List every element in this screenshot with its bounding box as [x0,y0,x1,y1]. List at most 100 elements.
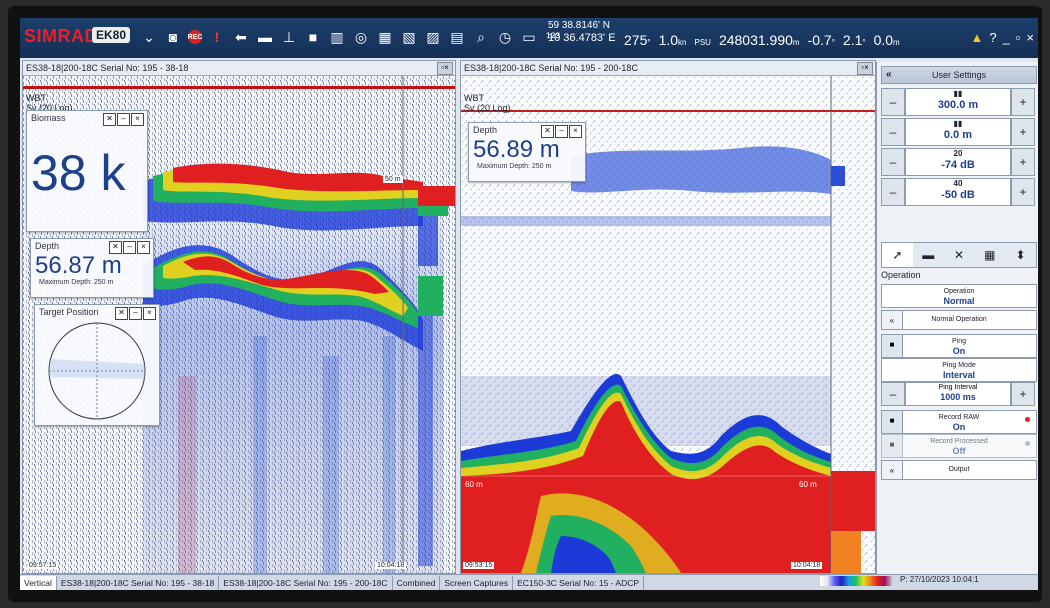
speed-unit: kn [678,38,687,47]
settings-icon[interactable]: ✕ [115,307,128,320]
ping-mode-button[interactable]: Ping Mode Interval [881,358,1037,382]
right-timestamp: 10:04:18 [791,562,823,569]
counter-icon[interactable]: ¹²³ [546,29,560,45]
minimize-button[interactable]: _ [1002,30,1010,45]
settings-icon[interactable]: ✕ [541,125,554,138]
bottom-icon[interactable]: ■ [308,29,318,45]
gain-plus-button[interactable]: + [1011,148,1035,176]
close-icon[interactable]: × [569,125,582,138]
gain-value: -74 dB [941,159,975,171]
range-minus-button[interactable]: – [881,88,905,116]
ping-button[interactable]: ■ Ping On [881,334,1037,358]
tab-adcp[interactable]: EC150-3C Serial No: 15 - ADCP [513,575,645,590]
target-position-widget[interactable]: Target Position ✕ – × [34,304,160,426]
tab-vertical[interactable]: Vertical [20,575,57,590]
biomass-controls: ✕ – × [103,113,144,126]
model-badge[interactable]: EK80 [92,27,131,43]
tab-200-18c[interactable]: ES38-18|200-18C Serial No: 195 - 200-18C [219,575,393,590]
expand-icon[interactable]: ⌄ [143,28,155,45]
ping-interval-minus[interactable]: – [881,382,905,406]
record-icon[interactable]: REC [188,30,202,44]
pitch-value: 0.0 [873,32,894,48]
start-minus-button[interactable]: – [881,118,905,146]
depth-line-icon[interactable]: ⊥ [282,28,296,45]
depth-left-max: Maximum Depth: 250 m [39,279,114,286]
minimize-icon[interactable]: – [129,307,142,320]
gain-minus-button[interactable]: – [881,148,905,176]
operation-button[interactable]: Operation Normal [881,284,1037,308]
depth-widget-right[interactable]: Depth ✕ – × 56.89 m Maximum Depth: 250 m [468,122,586,182]
chevron-left-icon: « [882,311,903,329]
close-icon[interactable]: × [137,241,150,254]
settings-icon[interactable]: ✕ [103,113,116,126]
tab-setup[interactable]: ✕ [953,248,965,262]
right-pane-close-button[interactable]: ▫× [857,62,873,75]
threshold-plus-button[interactable]: + [1011,178,1035,206]
target-icon[interactable]: ◎ [354,28,368,45]
grid-icon[interactable]: ▦ [378,28,392,45]
settings-icon[interactable]: ✕ [109,241,122,254]
target-circle [48,322,146,420]
left-pane-close-button[interactable]: ▫× [437,62,453,75]
tab-active[interactable]: ▦ [984,248,996,262]
left-top-label: WBT [26,93,46,103]
depth-right-value: 56.89 m [473,136,560,163]
help-button[interactable]: ? [989,30,997,45]
tab-combined[interactable]: Combined [393,575,441,590]
tab-more[interactable]: ⬍ [1015,248,1026,262]
zoom-icon[interactable]: ⌕ [477,28,485,45]
threshold-minus-button[interactable]: – [881,178,905,206]
operation-label: Operation [943,288,975,295]
normal-operation-button[interactable]: « Normal Operation [881,310,1037,330]
layer-icon[interactable]: ▧ [402,28,416,45]
user-settings-header[interactable]: « User Settings [881,66,1037,84]
close-button[interactable]: × [1026,30,1034,45]
biomass-value: 38 k [31,145,126,201]
alert-icon[interactable]: ! [214,29,220,45]
collapse-icon[interactable]: « [886,69,892,80]
range-stepper: – ▮▮ 300.0 m + [881,88,1035,116]
close-icon[interactable]: × [131,113,144,126]
echogram-icon[interactable]: ▤ [450,28,464,45]
threshold-value-box: 40 -50 dB [905,178,1011,206]
warning-icon[interactable]: ▲ [970,30,984,45]
start-plus-button[interactable]: + [1011,118,1035,146]
color-scale-icon[interactable]: ▬ [258,29,272,45]
battery-icon[interactable]: ▭ [522,28,536,45]
record-raw-button[interactable]: ■ Record RAW On [881,410,1037,434]
right-echogram-pane: ES38-18|200-18C Serial No: 195 - 200-18C… [460,60,876,574]
depth-right-max: Maximum Depth: 250 m [477,163,552,170]
right-variable-label: WBT Sv (20 Log) [464,93,511,113]
heading-value: 275 [624,32,648,48]
record-raw-label: Record RAW [938,414,980,421]
record-processed-value: Off [952,446,966,456]
minimize-icon[interactable]: – [123,241,136,254]
idle-dot-icon [1025,441,1030,446]
ping-interval-plus[interactable]: + [1011,382,1035,406]
screen: SIMRAD EK80 ⌄ ◙ REC ! ⬅ ▬ ⊥ ■ ▥ ◎ ▦ ▧ ▨ … [20,18,1038,590]
operation-value: Normal [943,296,975,306]
right-echogram[interactable]: WBT Sv (20 Log) 60 m 60 m 09:53:15 10:04… [461,76,875,573]
close-icon[interactable]: × [143,307,156,320]
record-processed-button[interactable]: ■ Record Processed Off [881,434,1037,458]
histogram-icon[interactable]: ▥ [330,28,344,45]
range-plus-button[interactable]: + [1011,88,1035,116]
right-top-label: WBT [464,93,484,103]
arrow-icon[interactable]: ⬅ [235,28,247,45]
minimize-icon[interactable]: – [555,125,568,138]
restore-button[interactable]: ▫ [1015,30,1021,45]
time-icon[interactable]: ◷ [498,28,512,45]
camera-icon[interactable]: ◙ [168,29,178,45]
left-range-label: 50 m [383,176,403,183]
tab-screen-captures[interactable]: Screen Captures [440,575,514,590]
tab-display[interactable]: ▬ [922,248,935,262]
minimize-icon[interactable]: – [117,113,130,126]
output-button[interactable]: « Output [881,460,1037,480]
ping-interval-value: 1000 ms [940,392,976,402]
biomass-widget[interactable]: Biomass ✕ – × 38 k [26,110,148,232]
depth-widget-left[interactable]: Depth ✕ – × 56.87 m Maximum Depth: 250 m [30,238,154,298]
chart-icon[interactable]: ▨ [426,28,440,45]
status-datetime: P: 27/10/2023 10:04:1 [900,575,979,584]
tab-38-18[interactable]: ES38-18|200-18C Serial No: 195 - 38-18 [57,575,220,590]
tab-operation[interactable]: ➚ [882,243,913,267]
